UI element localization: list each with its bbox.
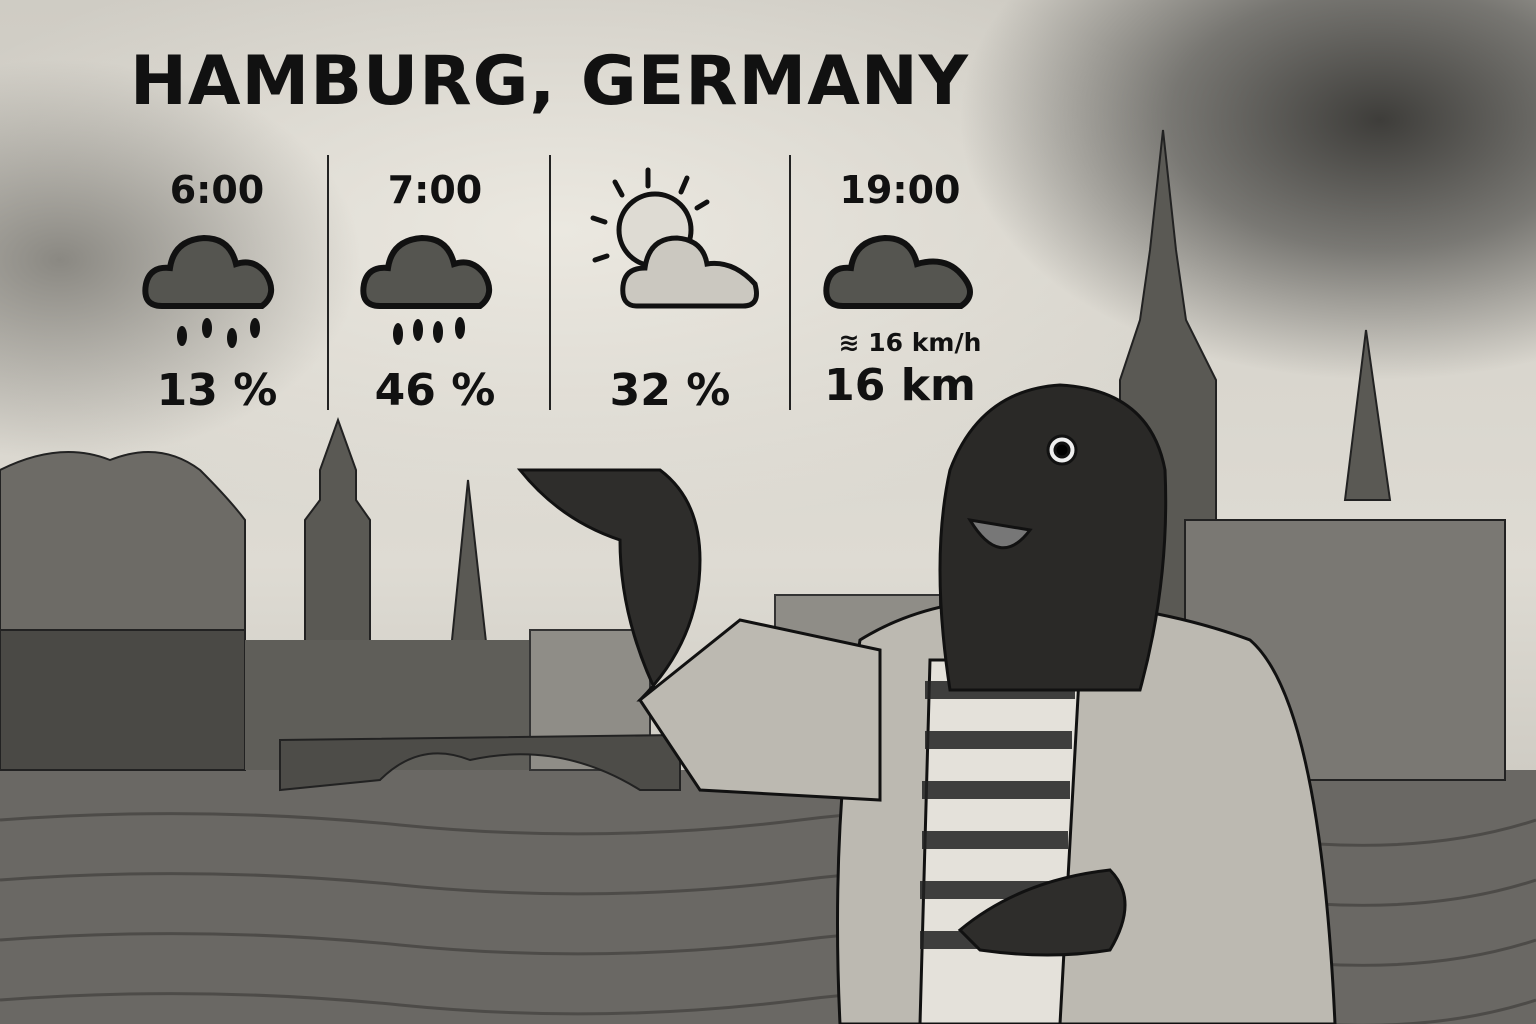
forecast-time: 19:00 bbox=[839, 168, 961, 212]
st-michaelis-tower bbox=[304, 417, 371, 661]
seal-mouth bbox=[967, 517, 1033, 550]
forecast-column-0600: 6:00 13 % bbox=[112, 160, 322, 416]
forecast-time: 6:00 bbox=[169, 168, 265, 212]
forecast-column-1900: 19:00 ≋ 16 km/h 16 km bbox=[795, 160, 1005, 411]
column-divider bbox=[327, 155, 329, 410]
forecast-value: 13 % bbox=[156, 365, 278, 416]
column-divider bbox=[789, 155, 791, 410]
arm bbox=[516, 468, 702, 702]
hand bbox=[957, 868, 1127, 957]
rain-cloud-icon bbox=[360, 234, 493, 345]
partly-sunny-icon bbox=[590, 167, 759, 309]
forecast-time: 7:00 bbox=[387, 168, 483, 212]
seal-head bbox=[938, 383, 1168, 692]
column-divider bbox=[549, 155, 551, 410]
spire bbox=[448, 479, 490, 661]
forecast-column-0700: 7:00 32 % 46 % bbox=[330, 160, 540, 416]
wind-speed-value: 16 km/h bbox=[868, 328, 982, 357]
elbphilharmonie bbox=[0, 451, 246, 651]
wind-speed: ≋ 16 km/h bbox=[795, 328, 1025, 357]
sleeve bbox=[637, 618, 882, 802]
forecast-column-midday: 32 % bbox=[565, 160, 775, 416]
wind-icon: ≋ bbox=[838, 328, 860, 357]
forecast-value: 46 % bbox=[374, 365, 496, 416]
page-title: HAMBURG, GERMANY bbox=[130, 42, 970, 121]
rain-cloud-icon bbox=[142, 234, 275, 348]
forecast-value: 32 % bbox=[609, 365, 731, 416]
spire bbox=[1343, 329, 1392, 501]
forecast-value: 16 km bbox=[824, 360, 976, 411]
warehouse-base bbox=[0, 629, 246, 771]
seal-character bbox=[516, 383, 1337, 1024]
cloud-icon bbox=[823, 234, 973, 309]
bridge bbox=[279, 733, 681, 792]
